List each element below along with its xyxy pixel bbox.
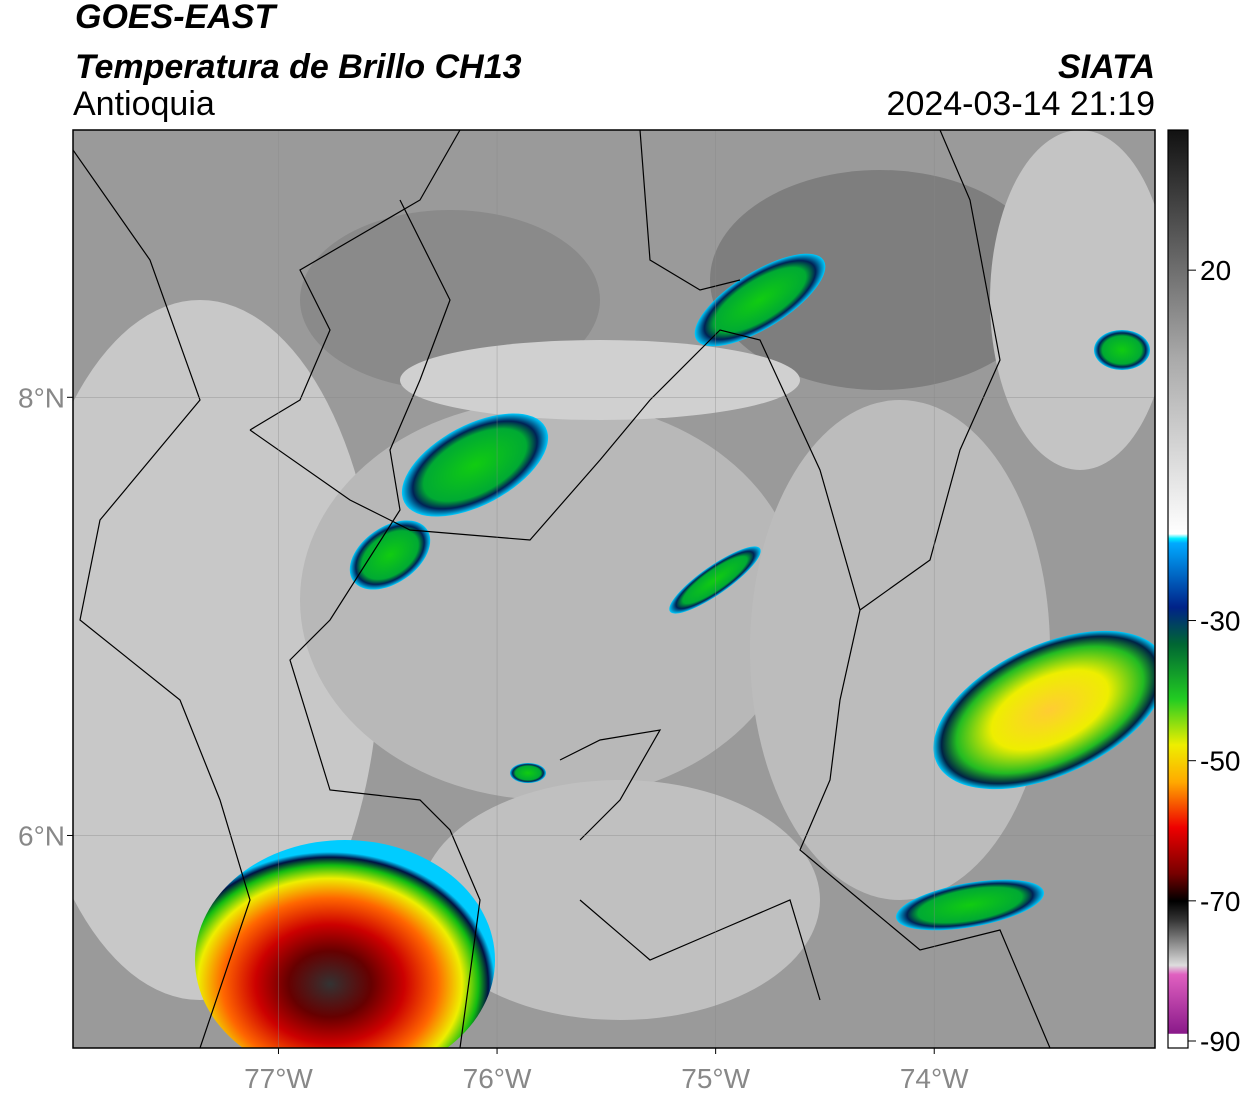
colorbar-tick-label: -70 (1200, 886, 1240, 917)
title: GOES-EAST (75, 0, 278, 36)
x-tick-label: 76°W (463, 1063, 532, 1094)
colorbar-tick-label: -90 (1200, 1026, 1240, 1057)
y-tick-label: 6°N (18, 820, 65, 851)
region: Antioquia (73, 85, 215, 123)
colorbar-tick-label: -50 (1200, 746, 1240, 777)
colorbar-tick-label: -30 (1200, 606, 1240, 637)
colorbar-tick-label: 20 (1200, 255, 1231, 286)
y-tick-label: 8°N (18, 382, 65, 413)
map-frame (72, 129, 1156, 1049)
datetime: 2024-03-14 21:19 (887, 85, 1155, 123)
satellite-image (73, 130, 1155, 1048)
x-tick-label: 74°W (900, 1063, 969, 1094)
source: SIATA (1058, 48, 1155, 86)
x-tick-label: 77°W (244, 1063, 313, 1094)
colorbar (1167, 129, 1189, 1049)
x-tick-label: 75°W (681, 1063, 750, 1094)
subtitle: Temperatura de Brillo CH13 (75, 48, 522, 86)
graticule (73, 130, 1155, 1048)
